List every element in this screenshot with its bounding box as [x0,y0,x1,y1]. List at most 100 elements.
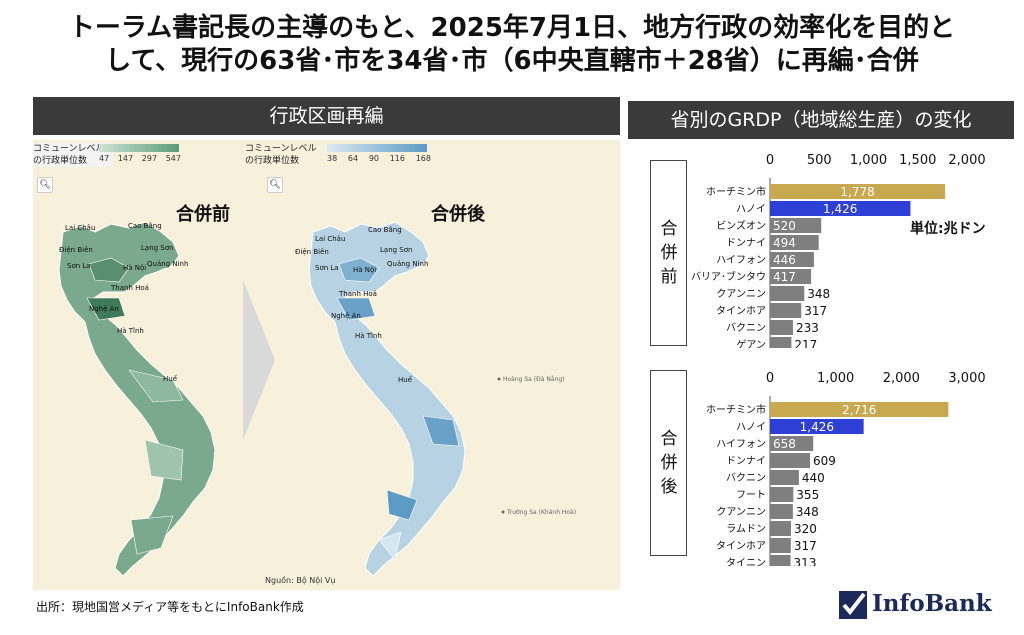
category-label: ドンナイ [726,237,766,249]
legend-after-ticks: 38 64 90 116 168 [327,154,431,163]
bar-value-label: 1,426 [800,420,834,434]
bar-value-label: 348 [796,505,819,519]
island-label: Trường Sa (Khánh Hoà) [507,509,577,516]
legend-after-tick: 38 [327,154,338,163]
category-label: クアンニン [716,506,766,518]
bar [770,470,799,485]
x-tick-label: 2,000 [883,371,920,386]
place-label: Hà Tĩnh [117,327,144,335]
place-label: Lai Châu [315,235,346,243]
grdp-before-frame [650,160,687,346]
place-label: Hà Nội [353,266,377,274]
bar [770,184,946,199]
map-label-before: 合併前 [176,204,230,225]
zoom-button-after[interactable]: 🔍︎ [267,177,283,193]
bar [770,235,819,250]
bar-value-label: 446 [773,253,796,267]
bar-value-label: 313 [794,556,817,566]
category-label: ビンズオン [716,219,766,232]
title-line-1: トーラム書記長の主導のもと、2025年7月1日、地方行政の効率化を目的と [68,13,956,43]
place-label: Nghệ An [331,312,361,320]
x-tick-label: 1,000 [817,371,854,386]
bar [770,303,802,318]
page-title: トーラム書記長の主導のもと、2025年7月1日、地方行政の効率化を目的と して、… [0,12,1024,78]
bar-value-label: 317 [794,539,817,553]
legend-after-title-1: コミューンレベル [245,144,317,154]
map-before [58,221,216,577]
zoom-button-before[interactable]: 🔍︎ [37,177,53,193]
category-label: ホーチミン市 [706,403,766,416]
vietnam-maps [58,221,505,577]
x-tick-label: 0 [766,153,774,168]
place-label: Lạng Sơn [380,246,413,254]
place-label: Lai Châu [65,224,96,232]
bar [770,337,792,348]
x-tick-label: 500 [807,153,832,168]
legend-before-ticks: 47 147 297 547 [99,154,181,163]
x-tick-label: 0 [766,371,774,386]
bar [770,453,810,468]
legend-after-tick: 168 [415,154,431,163]
place-label: Cao Bằng [368,226,402,234]
place-label: Điện Biên [295,248,329,256]
bar-value-label: 417 [773,270,796,284]
category-label: ドンナイ [726,455,766,467]
unit-label: 単位:兆ドン [910,221,986,237]
bar-value-label: 1,778 [840,185,874,199]
bar [770,521,792,536]
x-tick-label: 2,000 [948,153,985,168]
bar-value-label: 320 [794,522,817,536]
bar-value-label: 317 [804,304,827,318]
legend-after-tick: 90 [368,154,379,163]
bar-value-label: 217 [794,338,817,348]
place-label: Quảng Ninh [147,260,189,268]
map-after [308,221,505,577]
category-label: フート [736,490,766,501]
place-label: Sơn La [315,264,339,272]
legend-before-bar [99,144,179,152]
bar [770,419,864,434]
grdp-before-group-label: 合併前 [660,219,678,287]
bar-value-label: 494 [773,236,796,250]
infobank-logo: InfoBank [838,587,994,623]
category-label: バリア･ブンタウ [691,270,766,283]
grdp-chart-before: 0 500 1,000 1,500 2,000 ホーチミン市 1,778 ハノイ 1,426 ビン… [691,153,986,348]
bar [770,487,794,502]
category-label: ハイフォン [716,255,766,266]
place-label: Thanh Hoá [111,284,149,292]
bar [770,201,911,216]
grdp-after-group-label: 合併後 [660,429,678,497]
bar-value-label: 520 [773,219,796,233]
place-label: Điện Biên [59,246,93,254]
search-icon: 🔍︎ [269,180,281,190]
bar [770,402,949,417]
bar [770,436,814,451]
bar-value-label: 355 [796,488,819,502]
legend-before-title-1: コミューンレベル [33,144,105,154]
grdp-after-frame [650,370,687,556]
category-label: ラムドン [726,523,766,535]
right-panel-header: 省別のGRDP（地域総生産）の変化 [628,101,1014,139]
category-label: ホーチミン市 [706,185,766,198]
category-label: タインホア [716,540,766,552]
island-label: Hoàng Sa (Đà Nẵng) [503,376,565,383]
transition-arrow [243,280,275,440]
legend-before-tick: 147 [117,154,134,163]
bar-value-label: 2,716 [842,403,876,417]
bar [770,252,814,267]
bar [770,218,822,233]
x-tick-label: 1,500 [899,153,936,168]
place-label: Thanh Hoá [339,290,377,298]
bar-value-label: 609 [813,454,836,468]
map-label-after: 合併後 [431,204,485,225]
legend-before-tick: 547 [165,154,181,163]
category-label: バクニン [726,472,766,484]
place-label: Hà Tĩnh [355,332,382,340]
place-label: Quảng Ninh [387,260,429,268]
place-label: Cao Bằng [128,222,162,230]
bar [770,555,791,566]
legend-after-tick: 116 [389,154,405,163]
legend-after-tick: 64 [347,154,359,163]
bar [770,269,812,284]
bar-value-label: 440 [802,471,825,485]
